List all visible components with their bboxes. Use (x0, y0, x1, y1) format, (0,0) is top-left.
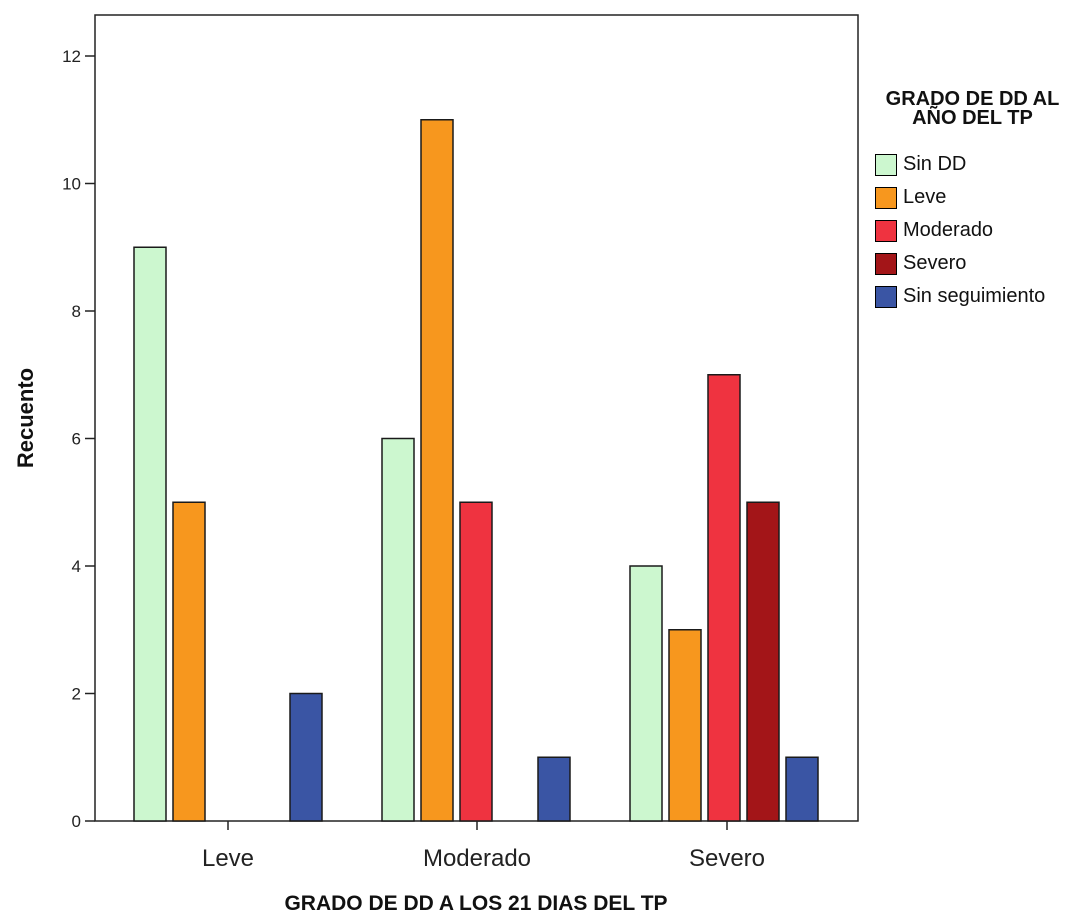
legend-label: Severo (903, 252, 966, 275)
legend-item: Moderado (875, 214, 1045, 247)
legend-swatch (875, 253, 897, 275)
legend-title: GRADO DE DD AL AÑO DEL TP (860, 90, 1085, 128)
legend-label: Leve (903, 186, 946, 209)
y-tick-label: 10 (62, 175, 81, 194)
x-tick-label: Severo (689, 845, 765, 872)
y-axis-label: Recuento (13, 368, 38, 468)
legend-label: Sin DD (903, 153, 966, 176)
y-tick-label: 12 (62, 47, 81, 66)
bar (708, 375, 740, 821)
bar (786, 757, 818, 821)
bar (134, 247, 166, 821)
legend-label: Sin seguimiento (903, 285, 1045, 308)
y-tick-label: 4 (72, 557, 81, 576)
legend-swatch (875, 154, 897, 176)
legend-item: Sin seguimiento (875, 280, 1045, 313)
x-tick-label: Leve (202, 845, 254, 872)
x-axis-label: GRADO DE DD A LOS 21 DIAS DEL TP (284, 892, 667, 915)
y-tick-label: 6 (72, 430, 81, 449)
bar (747, 502, 779, 821)
legend-item: Severo (875, 247, 1045, 280)
x-tick-label: Moderado (423, 845, 531, 872)
bar (382, 439, 414, 822)
legend-swatch (875, 187, 897, 209)
bar (630, 566, 662, 821)
legend-title-line-2: AÑO DEL TP (860, 109, 1085, 128)
legend-item: Sin DD (875, 148, 1045, 181)
bar (538, 757, 570, 821)
y-tick-label: 2 (72, 685, 81, 704)
bar (460, 502, 492, 821)
x-axis: Leve Moderado Severo (202, 821, 765, 872)
y-axis: 0 2 4 6 8 10 12 (62, 47, 95, 831)
bar (290, 694, 322, 822)
bar (421, 120, 453, 821)
bar (669, 630, 701, 821)
legend: Sin DD Leve Moderado Severo Sin seguimiento (875, 148, 1045, 313)
legend-swatch (875, 220, 897, 242)
y-tick-label: 0 (72, 812, 81, 831)
legend-item: Leve (875, 181, 1045, 214)
bar (173, 502, 205, 821)
legend-label: Moderado (903, 219, 993, 242)
legend-swatch (875, 286, 897, 308)
y-tick-label: 8 (72, 302, 81, 321)
